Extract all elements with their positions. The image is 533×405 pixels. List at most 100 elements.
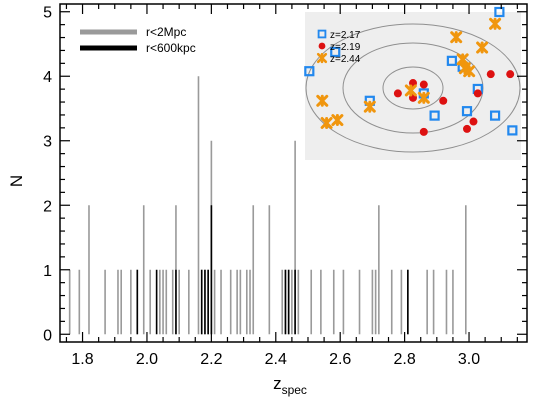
- histogram-bar: [120, 269, 122, 335]
- histogram-bar: [220, 269, 222, 335]
- histogram-legend: r<2Mpc r<600kpc: [80, 25, 196, 55]
- histogram-bar: [165, 269, 168, 335]
- histogram-bar: [378, 205, 380, 335]
- x-tick-label: 2.0: [136, 351, 158, 368]
- x-tick-label: 1.8: [71, 351, 93, 368]
- marker-circle: [473, 89, 482, 98]
- marker-circle: [393, 89, 402, 98]
- histogram-bar: [207, 269, 209, 335]
- x-tick-label: 2.8: [393, 351, 415, 368]
- marker-circle: [318, 42, 326, 50]
- histogram-bar: [294, 140, 296, 335]
- histogram-bars: [68, 76, 467, 335]
- histogram-bar: [374, 269, 377, 335]
- histogram-bar: [200, 269, 203, 335]
- marker-asterisk: [489, 17, 502, 30]
- histogram-bar: [320, 269, 322, 335]
- legend-label: r<600kpc: [146, 41, 196, 55]
- inset-sky-map: z=2.17z=2.19z=2.44: [304, 6, 521, 160]
- histogram-bar: [171, 269, 174, 335]
- marker-circle: [486, 70, 495, 79]
- marker-square: [494, 6, 505, 18]
- histogram-bar: [291, 269, 293, 335]
- marker-square: [446, 55, 457, 66]
- histogram-bar: [426, 269, 428, 335]
- histogram-bar: [294, 269, 296, 335]
- marker-square: [429, 110, 440, 121]
- marker-asterisk: [450, 31, 463, 44]
- marker-circle: [506, 70, 515, 79]
- histogram-bar: [178, 269, 180, 335]
- y-tick-label: 3: [43, 134, 52, 151]
- histogram-bar: [358, 269, 361, 335]
- axis-tick-labels: 1.8 2.0 2.2 2.4 2.6 2.8 3.0 0 1 2 3 4 5: [43, 5, 480, 368]
- histogram-bar: [213, 269, 216, 335]
- histogram-bar: [281, 269, 284, 335]
- marker-circle: [419, 80, 428, 89]
- legend-label: r<2Mpc: [146, 25, 186, 39]
- series-r-600kpc: [136, 205, 409, 335]
- histogram-bar: [204, 269, 206, 335]
- y-tick-label: 5: [43, 5, 52, 22]
- marker-asterisk: [456, 53, 469, 66]
- histogram-bar: [445, 269, 448, 335]
- histogram-bar: [162, 269, 164, 335]
- distance-ring: [342, 42, 484, 134]
- marker-asterisk: [417, 91, 430, 104]
- y-tick-label: 4: [43, 69, 52, 86]
- histogram-bar: [249, 269, 251, 335]
- histogram-bar: [407, 269, 409, 335]
- histogram-bar: [465, 205, 467, 335]
- marker-square: [461, 106, 473, 117]
- distance-ring: [305, 23, 521, 153]
- y-tick-label: 1: [43, 263, 52, 280]
- histogram-bar: [142, 205, 145, 335]
- histogram-bar: [332, 269, 335, 335]
- x-axis-label-main: z: [273, 374, 282, 393]
- marker-asterisk: [320, 117, 333, 129]
- histogram-bar: [210, 205, 213, 335]
- marker-square: [330, 46, 341, 58]
- marker-circle: [469, 117, 478, 126]
- marker-asterisk: [463, 65, 476, 78]
- y-tick-label: 0: [43, 327, 52, 344]
- histogram-bar: [268, 205, 271, 335]
- histogram-bar: [104, 269, 106, 335]
- x-tick-label: 2.4: [265, 351, 287, 368]
- y-tick-label: 2: [43, 198, 52, 215]
- marker-asterisk: [476, 41, 489, 54]
- x-axis-label: zspec: [273, 374, 307, 397]
- histogram-bar: [78, 269, 81, 335]
- marker-circle: [463, 124, 471, 133]
- distance-ring: [382, 66, 444, 110]
- histogram-bar: [175, 269, 177, 335]
- plot-frame: [59, 3, 528, 343]
- histogram-bar: [432, 269, 435, 335]
- x-tick-label: 2.6: [329, 351, 351, 368]
- marker-asterisk: [316, 52, 328, 64]
- histogram-bar: [342, 269, 345, 335]
- marker-asterisk: [331, 114, 344, 127]
- histogram-bar: [149, 269, 151, 335]
- histogram-bar: [400, 269, 403, 335]
- histogram-bar: [197, 76, 200, 335]
- histogram-bar: [284, 269, 287, 335]
- histogram-bar: [130, 269, 132, 335]
- x-axis-label-subscript: spec: [282, 383, 307, 397]
- histogram-bar: [236, 269, 238, 335]
- histogram-bar: [287, 269, 290, 335]
- inset-legend-label: z=2.19: [330, 42, 361, 53]
- histogram-bar: [390, 269, 393, 335]
- inset-series-z-2-19: [393, 70, 515, 136]
- histogram-bar: [175, 205, 177, 335]
- inset-series-z-2-44: [316, 17, 502, 129]
- histogram-bar: [245, 269, 248, 335]
- histogram-bar: [229, 269, 232, 335]
- marker-circle: [439, 96, 448, 105]
- histogram-bar: [452, 269, 454, 335]
- inset-legend-label: z=2.17: [330, 30, 361, 41]
- marker-square: [317, 29, 327, 39]
- histogram-bar: [88, 205, 90, 335]
- inset-legend-label: z=2.44: [330, 54, 361, 65]
